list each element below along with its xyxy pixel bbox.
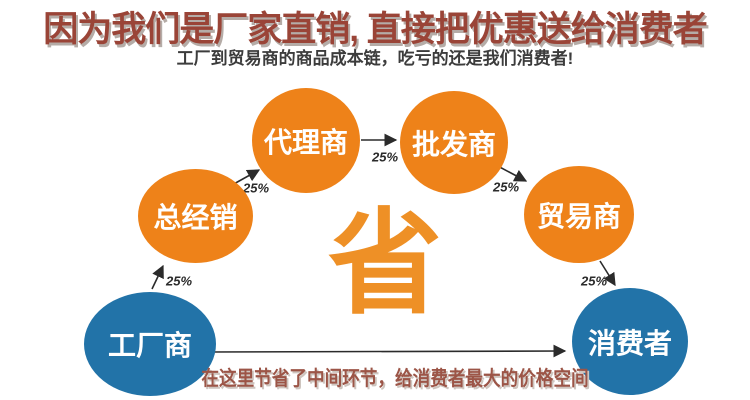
node-label: 工厂商	[107, 330, 192, 361]
node-general-distributor: 总经销	[138, 169, 253, 263]
edge-label-25pct: 25%	[371, 149, 399, 165]
node-consumer: 消费者	[572, 288, 688, 395]
node-label: 消费者	[587, 327, 672, 359]
node-agent: 代理商	[252, 88, 360, 193]
arrow-trader-to-consumer	[599, 260, 616, 287]
node-label: 代理商	[263, 126, 348, 158]
node-label: 贸易商	[536, 200, 621, 232]
page-subtitle: 工厂到贸易商的商品成本链，吃亏的还是我们消费者!	[176, 49, 574, 68]
page-title: 因为我们是厂家直销, 直接把优惠送给消费者	[43, 10, 707, 49]
node-label: 批发商	[411, 128, 496, 160]
footer-caption: 在这里节省了中间环节，给消费者最大的价格空间	[201, 368, 589, 390]
node-trader: 贸易商	[524, 166, 634, 263]
edge-label-25pct: 25%	[580, 273, 608, 289]
node-label: 总经销	[153, 202, 238, 233]
node-wholesaler: 批发商	[400, 91, 508, 194]
edge-label-25pct: 25%	[165, 273, 193, 289]
node-factory: 工厂商	[84, 292, 216, 396]
edge-label-25pct: 25%	[492, 179, 520, 195]
arrow-factory-to-general	[151, 264, 164, 290]
edge-label-25pct: 25%	[242, 180, 270, 196]
arrow-factory-to-consumer	[206, 344, 567, 358]
save-character: 省	[327, 201, 442, 328]
